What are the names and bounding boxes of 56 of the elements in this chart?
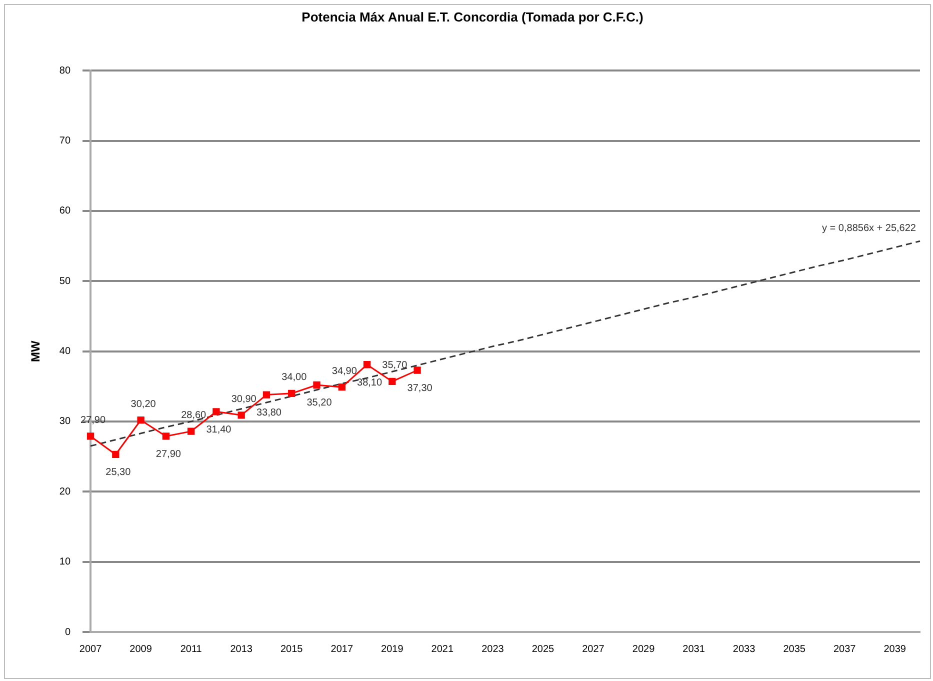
point [338,384,346,391]
x-tick-label: 2023 [482,644,504,655]
chart-title: Potencia Máx Anual E.T. Concordia (Tomada por C.F.C.) [302,9,644,24]
data-label: 37,30 [407,382,433,394]
y-axis-title: MW [28,340,43,362]
y-tick-label: 0 [64,626,71,638]
x-tick-label: 2031 [682,644,706,655]
x-tick-label: 2027 [582,644,605,655]
x-tick-label: 2025 [532,644,555,655]
data-label: 34,90 [332,366,358,377]
point [288,390,296,397]
data-label: 27,90 [156,448,182,460]
data-label: 33,80 [256,408,282,419]
point [137,416,144,424]
data-label: 30,90 [231,394,257,405]
y-tick-label: 40 [59,346,71,358]
point [86,432,94,440]
x-tick-label: 2011 [180,644,202,655]
x-tick-label: 2009 [130,644,152,655]
y-tick-label: 20 [59,486,71,498]
y-tick-label: 30 [59,416,71,428]
data-label: 38,10 [357,377,382,388]
x-tick-label: 2029 [632,644,656,655]
y-tick-label: 60 [59,206,71,217]
x-tick-label: 2019 [381,644,404,655]
y-tick-label: 80 [59,65,71,76]
data-label: 31,40 [206,424,232,436]
point [162,432,170,440]
data-label: 25,30 [106,467,132,478]
data-label: 35,20 [306,398,332,409]
data-label: 34,00 [282,372,308,384]
point [187,428,195,435]
point [414,366,421,374]
y-tick-label: 50 [59,276,71,287]
x-tick-label: 2015 [280,644,304,655]
data-label: 35,70 [382,360,408,372]
point [363,361,371,368]
point [212,408,220,416]
data-label: 28,60 [181,410,207,422]
point [262,391,270,398]
y-tick-label: 70 [59,136,71,147]
data-label: 30,20 [130,398,156,410]
point [313,381,320,389]
point [238,412,245,419]
y-tick-label: 10 [59,556,71,568]
x-tick-label: 2037 [833,644,856,655]
x-tick-label: 2007 [79,644,102,655]
annotation: y = 0,8856x + 25,622 [822,223,916,234]
x-tick-label: 2039 [884,644,906,655]
x-tick-label: 2021 [431,644,454,655]
point [112,450,120,458]
x-tick-label: 2033 [732,644,756,655]
x-tick-label: 2017 [330,644,354,655]
x-tick-label: 2013 [230,644,253,655]
point [388,378,396,386]
x-tick-label: 2035 [783,644,806,655]
